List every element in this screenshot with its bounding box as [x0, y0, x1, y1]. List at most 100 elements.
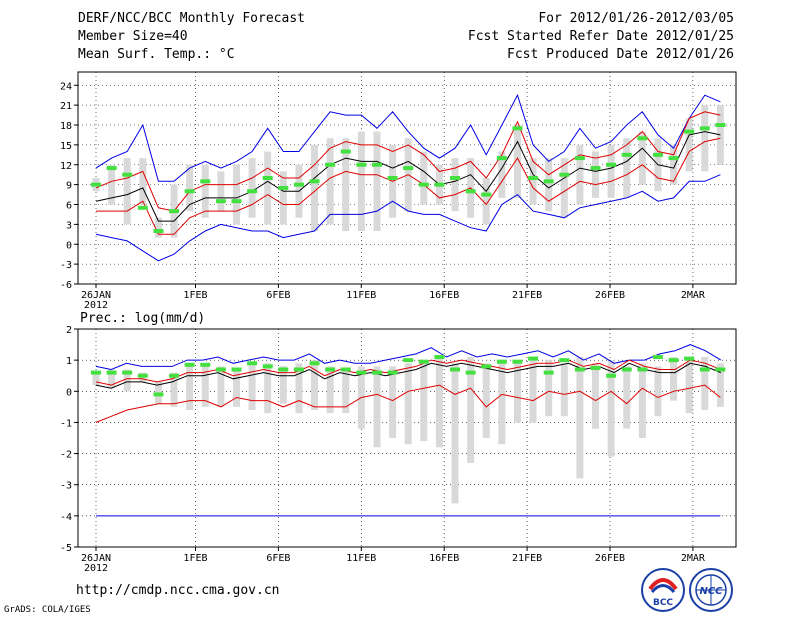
prec-observed-marker [465, 370, 476, 375]
temp-observed-marker [231, 199, 242, 204]
prec-observed-marker [543, 370, 554, 375]
prec-observed-marker [356, 370, 367, 375]
temp-range-bar [279, 171, 287, 225]
prec-observed-marker [668, 358, 679, 363]
temp-range-bar [342, 138, 350, 231]
temp-observed-marker [465, 189, 476, 194]
svg-text:NCC: NCC [699, 586, 723, 597]
prec-observed-marker [637, 367, 648, 372]
prec-range-bar [716, 363, 724, 407]
temp-range-bar [186, 164, 194, 212]
temp-observed-marker [293, 182, 304, 187]
prec-upper-inner-line [95, 359, 721, 386]
prec-x-tick-label: 26JAN [81, 553, 111, 564]
prec-range-bar [467, 357, 475, 463]
temp-y-tick-label: 0 [66, 240, 72, 251]
prec-range-bar [638, 363, 646, 438]
temp-observed-marker [371, 162, 382, 167]
prec-range-bar [576, 357, 584, 479]
temp-observed-marker [590, 166, 601, 171]
prec-observed-marker [91, 370, 101, 375]
temp-range-bar [592, 151, 600, 198]
temp-x-tick-label: 16FEB [429, 290, 459, 301]
prec-x-tick-label: 21FEB [512, 553, 542, 564]
prec-lower-inner-line [95, 384, 721, 423]
prec-observed-marker [418, 359, 429, 364]
temp-ensemble-mean-line [95, 131, 721, 222]
temp-observed-marker [153, 229, 164, 233]
temp-y-tick-label: 24 [60, 81, 72, 92]
prec-x-tick-label: 16FEB [429, 553, 459, 564]
temp-range-bar [623, 138, 631, 198]
temp-range-bar [685, 118, 693, 172]
prec-y-tick-label: -1 [60, 418, 72, 429]
produced-date-label: Fcst Produced Date 2012/01/26 [507, 47, 734, 62]
forecast-period-label: For 2012/01/26-2012/03/05 [538, 11, 734, 26]
prec-y-tick-label: -4 [60, 512, 72, 523]
temp-x-tick-label: 26JAN [81, 290, 111, 301]
ncc-logo: NCC [689, 568, 733, 612]
temp-y-tick-label: 12 [60, 161, 72, 172]
prec-y-tick-label: -2 [60, 450, 72, 461]
temp-x-tick-label: 26FEB [595, 290, 625, 301]
prec-range-bar [108, 369, 116, 389]
temp-range-bar [638, 131, 646, 185]
temp-range-bar [123, 158, 131, 225]
temp-observed-marker [200, 179, 211, 184]
temp-range-bar [232, 164, 240, 225]
temp-upper-extreme-line [95, 93, 721, 182]
temp-range-bar [498, 151, 506, 198]
temp-observed-marker [715, 123, 726, 127]
prec-x-tick-label: 26FEB [595, 553, 625, 564]
prec-observed-marker [231, 367, 242, 372]
temp-range-bar [482, 178, 490, 225]
prec-x-tick-label: 6FEB [266, 553, 290, 564]
prec-observed-marker [606, 373, 617, 378]
temp-observed-marker [543, 179, 554, 184]
temp-observed-marker [309, 179, 320, 184]
temp-range-bar [560, 158, 568, 218]
member-size-label: Member Size=40 [78, 29, 188, 44]
prec-observed-marker [496, 359, 507, 364]
temp-observed-marker [450, 176, 461, 180]
prec-x-tick-label: 11FEB [346, 553, 376, 564]
prec-x-tick-year-label: 2012 [84, 563, 108, 574]
temp-range-bar [545, 158, 553, 212]
temp-observed-marker [403, 166, 414, 171]
prec-observed-marker [122, 370, 133, 375]
prec-observed-marker [621, 367, 632, 372]
temp-observed-marker [169, 209, 180, 214]
temp-range-bar [357, 131, 365, 231]
temp-range-bar [451, 158, 459, 212]
prec-range-bar [420, 360, 428, 442]
temp-observed-marker [122, 172, 133, 177]
temp-range-bar [154, 217, 162, 238]
temp-y-tick-label: 15 [60, 141, 72, 152]
temp-range-bar [108, 164, 116, 205]
prec-observed-marker [247, 361, 258, 366]
prec-observed-marker [512, 359, 523, 364]
temp-range-bar [607, 144, 615, 198]
temp-observed-marker [559, 172, 570, 177]
temp-plot-frame [77, 71, 737, 285]
temp-observed-marker [106, 166, 117, 171]
prec-range-bar [529, 360, 537, 423]
prec-range-bar [482, 363, 490, 438]
temp-range-bar [217, 171, 225, 212]
prec-observed-marker [309, 361, 320, 366]
temp-lower-extreme-line [95, 174, 721, 262]
prec-range-bar [279, 366, 287, 404]
temp-range-bar [311, 144, 319, 231]
prec-range-bar [170, 372, 178, 407]
temp-observed-marker [137, 205, 148, 210]
temp-observed-marker [606, 162, 617, 167]
prec-range-bar [498, 360, 506, 445]
temp-observed-marker [637, 136, 648, 141]
temp-observed-marker [434, 182, 445, 187]
prec-range-bar [404, 363, 412, 445]
prec-observed-marker [169, 373, 180, 378]
prec-observed-marker [262, 364, 273, 369]
prec-observed-marker [340, 367, 351, 372]
